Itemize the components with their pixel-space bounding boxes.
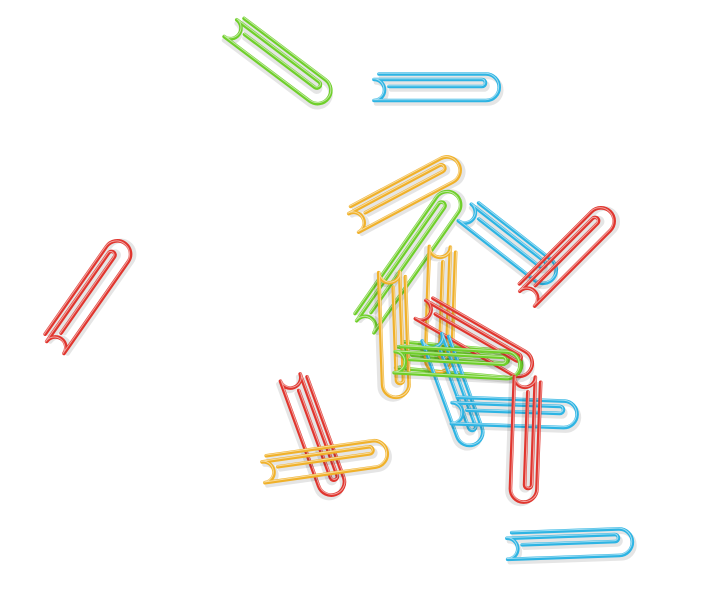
- paperclip-highlight: [43, 240, 131, 354]
- paperclip-highlight: [414, 296, 533, 376]
- paperclip-highlight: [510, 375, 542, 502]
- paperclip-highlight: [425, 245, 457, 372]
- paperclip-yellow: [260, 438, 392, 488]
- paperclip-highlight: [517, 207, 614, 307]
- paperclip-group: [43, 16, 637, 565]
- paperclip-highlight: [260, 439, 388, 483]
- paperclip-highlight: [422, 332, 484, 446]
- paperclip-red: [505, 374, 543, 507]
- paperclip-yellow: [346, 155, 466, 237]
- paperclip-highlight: [393, 345, 520, 379]
- paperclip-highlight: [353, 191, 461, 334]
- paperclip-green: [221, 16, 333, 110]
- paperclip-blue: [449, 395, 582, 433]
- paperclip-red: [517, 206, 620, 310]
- paperclip-highlight: [280, 372, 346, 495]
- paperclip-blue: [372, 72, 504, 106]
- paperclip-highlight: [347, 156, 460, 233]
- paperclip-highlight: [372, 72, 500, 101]
- paperclip-green: [392, 344, 525, 384]
- paperclip-red: [43, 238, 137, 356]
- paperclip-blue: [505, 527, 637, 565]
- paperclip-highlight: [505, 527, 633, 560]
- paperclip-highlight: [223, 16, 332, 104]
- paperclip-red: [276, 372, 347, 501]
- paperclip-highlight: [378, 270, 411, 398]
- paperclip-highlight: [450, 396, 577, 428]
- paperclip-yellow: [373, 270, 411, 402]
- paperclip-red: [413, 296, 535, 383]
